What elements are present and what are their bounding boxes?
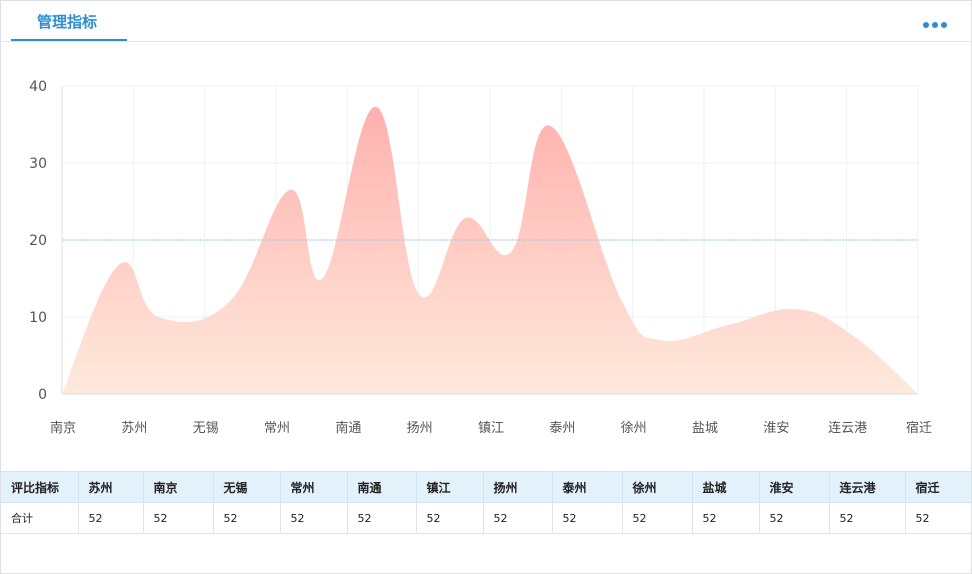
column-header-city: 苏州 xyxy=(77,471,144,503)
x-tick-label: 徐州 xyxy=(621,421,647,436)
table-cell: 52 xyxy=(279,502,348,534)
table-cell: 52 xyxy=(212,502,281,534)
column-header-city: 镇江 xyxy=(415,471,484,503)
table-cell: 52 xyxy=(904,502,971,534)
area-chart: 0 10 20 30 40 南京 苏州 无锡 常州 南通 扬州 镇江 泰州 徐州 盐城 淮安 连云港 宿迁 xyxy=(29,79,932,436)
y-tick-label: 40 xyxy=(29,79,47,95)
column-header-city: 连云港 xyxy=(828,471,906,503)
table-cell: 52 xyxy=(77,502,144,534)
more-options-icon[interactable] xyxy=(923,14,953,28)
table-cell: 52 xyxy=(346,502,417,534)
table-cell: 52 xyxy=(142,502,214,534)
x-tick-label: 连云港 xyxy=(828,420,867,436)
table-cell: 52 xyxy=(482,502,553,534)
column-header-city: 宿迁 xyxy=(904,471,971,503)
y-tick-label: 30 xyxy=(29,156,47,172)
table-row: 合计 52 52 52 52 52 52 52 52 52 52 52 52 52 xyxy=(1,502,971,534)
column-header-city: 南通 xyxy=(346,471,417,503)
table-cell: 52 xyxy=(758,502,830,534)
x-tick-label: 镇江 xyxy=(478,421,504,436)
table-cell: 52 xyxy=(828,502,906,534)
column-header-city: 盐城 xyxy=(691,471,760,503)
y-tick-label: 20 xyxy=(29,233,47,249)
x-tick-label: 无锡 xyxy=(193,421,219,436)
more-dot xyxy=(941,21,947,28)
column-header-city: 常州 xyxy=(279,471,348,503)
column-header-city: 淮安 xyxy=(758,471,830,503)
x-tick-label: 淮安 xyxy=(763,421,789,436)
more-dot xyxy=(932,21,938,28)
more-dot xyxy=(923,21,929,28)
column-header-indicator: 评比指标 xyxy=(1,471,79,503)
area-series xyxy=(62,106,918,394)
tab-management-indicators[interactable]: 管理指标 xyxy=(11,1,127,41)
column-header-city: 徐州 xyxy=(621,471,693,503)
y-tick-label: 10 xyxy=(29,310,47,326)
column-header-city: 扬州 xyxy=(482,471,553,503)
table-cell: 52 xyxy=(415,502,484,534)
table-cell: 52 xyxy=(551,502,623,534)
column-header-city: 无锡 xyxy=(212,471,281,503)
column-header-city: 泰州 xyxy=(551,471,623,503)
row-label-cell: 合计 xyxy=(1,502,79,534)
table-cell: 52 xyxy=(691,502,760,534)
panel-header: 管理指标 xyxy=(1,1,971,42)
column-header-city: 南京 xyxy=(142,471,214,503)
ranking-table: 评比指标 苏州 南京 无锡 常州 南通 镇江 扬州 泰州 徐州 盐城 淮安 连云港 宿迁 合计 52 52 52… xyxy=(1,471,971,534)
tab-label: 管理指标 xyxy=(37,13,98,31)
x-tick-label: 扬州 xyxy=(407,421,433,436)
x-tick-label: 南京 xyxy=(50,420,76,436)
x-tick-label: 泰州 xyxy=(549,421,575,436)
table-header-row: 评比指标 苏州 南京 无锡 常州 南通 镇江 扬州 泰州 徐州 盐城 淮安 连云港 宿迁 xyxy=(1,471,971,503)
y-tick-label: 0 xyxy=(38,387,47,403)
x-tick-label: 南通 xyxy=(335,420,361,436)
x-tick-label: 宿迁 xyxy=(906,420,932,436)
x-tick-label: 盐城 xyxy=(692,421,718,436)
table-cell: 52 xyxy=(621,502,693,534)
x-tick-label: 苏州 xyxy=(121,420,147,436)
x-tick-label: 常州 xyxy=(264,421,290,436)
